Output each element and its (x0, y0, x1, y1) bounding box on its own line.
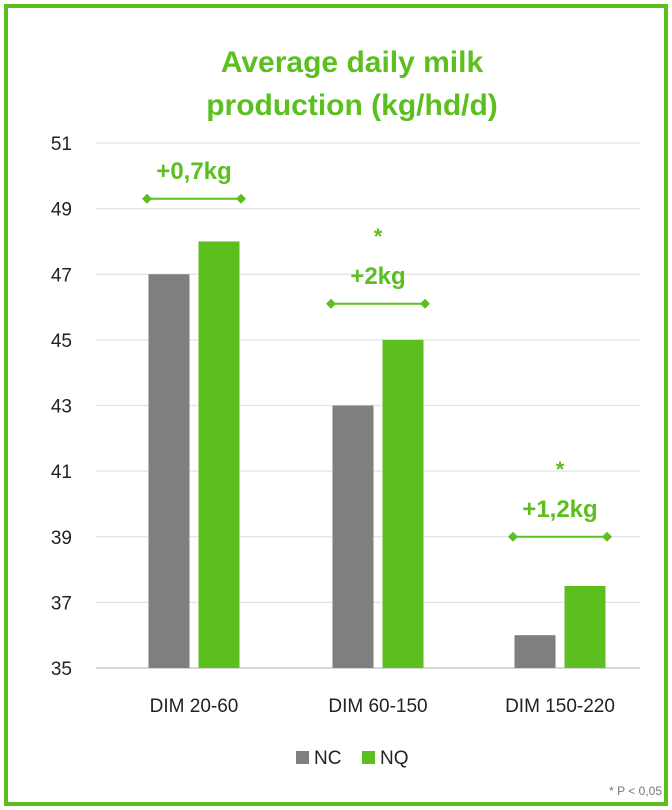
bar-nq-3 (565, 586, 606, 668)
difference-endpoint (236, 194, 246, 204)
y-tick-label: 43 (51, 397, 72, 418)
y-tick-label: 45 (51, 331, 72, 352)
significance-star: * (374, 224, 383, 249)
y-tick-label: 35 (51, 659, 72, 680)
difference-label: +1,2kg (522, 496, 597, 523)
y-tick-label: 39 (51, 528, 72, 549)
bar-nc-1 (149, 274, 190, 668)
chart-title: Average daily milk production (kg/hd/d) (206, 46, 498, 122)
bar-nc-3 (515, 635, 556, 668)
difference-endpoint (142, 194, 152, 204)
difference-endpoint (508, 532, 518, 542)
y-tick-label: 49 (51, 200, 72, 221)
y-tick-label: 47 (51, 265, 72, 286)
x-category-label: DIM 150-220 (505, 696, 615, 717)
legend: NC NQ (296, 748, 409, 769)
chart-title-line-2: production (kg/hd/d) (206, 89, 498, 122)
difference-endpoint (602, 532, 612, 542)
x-category-label: DIM 20-60 (150, 696, 239, 717)
y-tick-label: 41 (51, 462, 72, 483)
y-tick-label: 51 (51, 134, 72, 155)
bar-nq-2 (383, 340, 424, 668)
footnote: * P < 0,05 (609, 784, 662, 798)
bars (149, 241, 606, 668)
y-tick-label: 37 (51, 593, 72, 614)
legend-swatch-nq (362, 751, 375, 764)
significance-star: * (556, 457, 565, 482)
bar-nc-2 (333, 406, 374, 669)
difference-label: +2kg (350, 263, 405, 290)
chart-title-line-1: Average daily milk (221, 46, 484, 79)
y-axis-ticks: 35 37 39 41 43 45 47 49 51 (51, 134, 72, 680)
difference-endpoint (420, 299, 430, 309)
legend-label-nq: NQ (380, 748, 409, 769)
legend-swatch-nc (296, 751, 309, 764)
difference-endpoint (326, 299, 336, 309)
x-axis-categories: DIM 20-60 DIM 60-150 DIM 150-220 (150, 696, 615, 717)
legend-label-nc: NC (314, 748, 341, 769)
x-category-label: DIM 60-150 (328, 696, 427, 717)
difference-label: +0,7kg (156, 158, 231, 185)
footnote-text: * P < 0,05 (609, 784, 662, 798)
bar-nq-1 (199, 241, 240, 668)
